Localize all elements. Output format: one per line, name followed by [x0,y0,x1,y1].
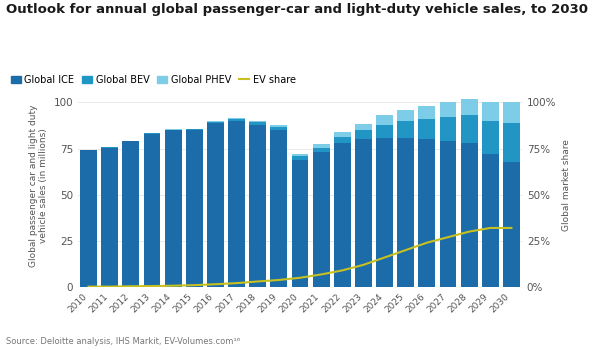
EV share [381,256,388,260]
Bar [334,132,351,136]
Bar [228,119,245,121]
Bar [143,133,160,134]
Bar [355,139,372,287]
Text: Outlook for annual global passenger-car and light-duty vehicle sales, to 2030: Outlook for annual global passenger-car … [6,4,588,16]
Bar [313,152,329,287]
Bar [418,106,436,119]
EV share [148,284,155,288]
Bar [397,121,414,138]
Bar [313,148,329,152]
Bar [271,127,287,130]
Bar [292,154,308,156]
Bar [207,122,224,123]
Bar [164,129,182,130]
Bar [376,138,393,287]
Bar [271,125,287,127]
Bar [249,125,266,287]
Bar [207,121,224,122]
EV share [338,268,346,273]
Bar [292,156,308,160]
Bar [418,139,436,287]
Bar [228,118,245,119]
Bar [164,130,182,287]
Y-axis label: Global market share: Global market share [562,140,571,231]
EV share [466,230,473,234]
Bar [143,134,160,287]
Bar [440,117,457,141]
EV share [170,284,177,288]
Y-axis label: Global passenger car and light duty
vehicle sales (in millions): Global passenger car and light duty vehi… [29,104,48,267]
Bar [334,143,351,287]
Bar [249,120,266,122]
Bar [355,124,372,130]
Bar [271,130,287,287]
Bar [503,123,520,161]
Bar [440,141,457,287]
Line: EV share: EV share [89,228,511,287]
Bar [461,99,478,116]
Bar [313,144,329,148]
EV share [127,284,134,288]
EV share [254,279,262,284]
EV share [402,248,409,252]
EV share [445,235,452,239]
Bar [334,136,351,143]
EV share [423,240,430,245]
Bar [122,141,139,287]
Text: Source: Deloitte analysis, IHS Markit, EV-Volumes.com¹⁶: Source: Deloitte analysis, IHS Markit, E… [6,337,240,346]
Bar [376,125,393,138]
EV share [275,278,283,282]
Bar [397,110,414,121]
Bar [440,103,457,117]
EV share [106,285,113,289]
Bar [249,122,266,125]
Bar [355,130,372,139]
EV share [296,276,304,280]
EV share [233,281,240,285]
Bar [461,143,478,287]
Bar [461,116,478,143]
Bar [186,130,203,287]
Bar [418,119,436,139]
Bar [503,103,520,123]
Bar [292,160,308,287]
EV share [85,285,92,289]
Bar [482,121,499,154]
Bar [186,129,203,130]
Bar [228,121,245,287]
Legend: Global ICE, Global BEV, Global PHEV, EV share: Global ICE, Global BEV, Global PHEV, EV … [11,75,296,85]
Bar [482,154,499,287]
Bar [397,138,414,287]
Bar [482,103,499,121]
Bar [80,150,97,287]
Bar [207,123,224,287]
EV share [212,282,219,286]
EV share [487,226,494,230]
Bar [376,116,393,125]
EV share [317,272,325,276]
Bar [503,161,520,287]
EV share [191,283,198,287]
EV share [508,226,515,230]
EV share [360,263,367,267]
Bar [101,148,118,287]
